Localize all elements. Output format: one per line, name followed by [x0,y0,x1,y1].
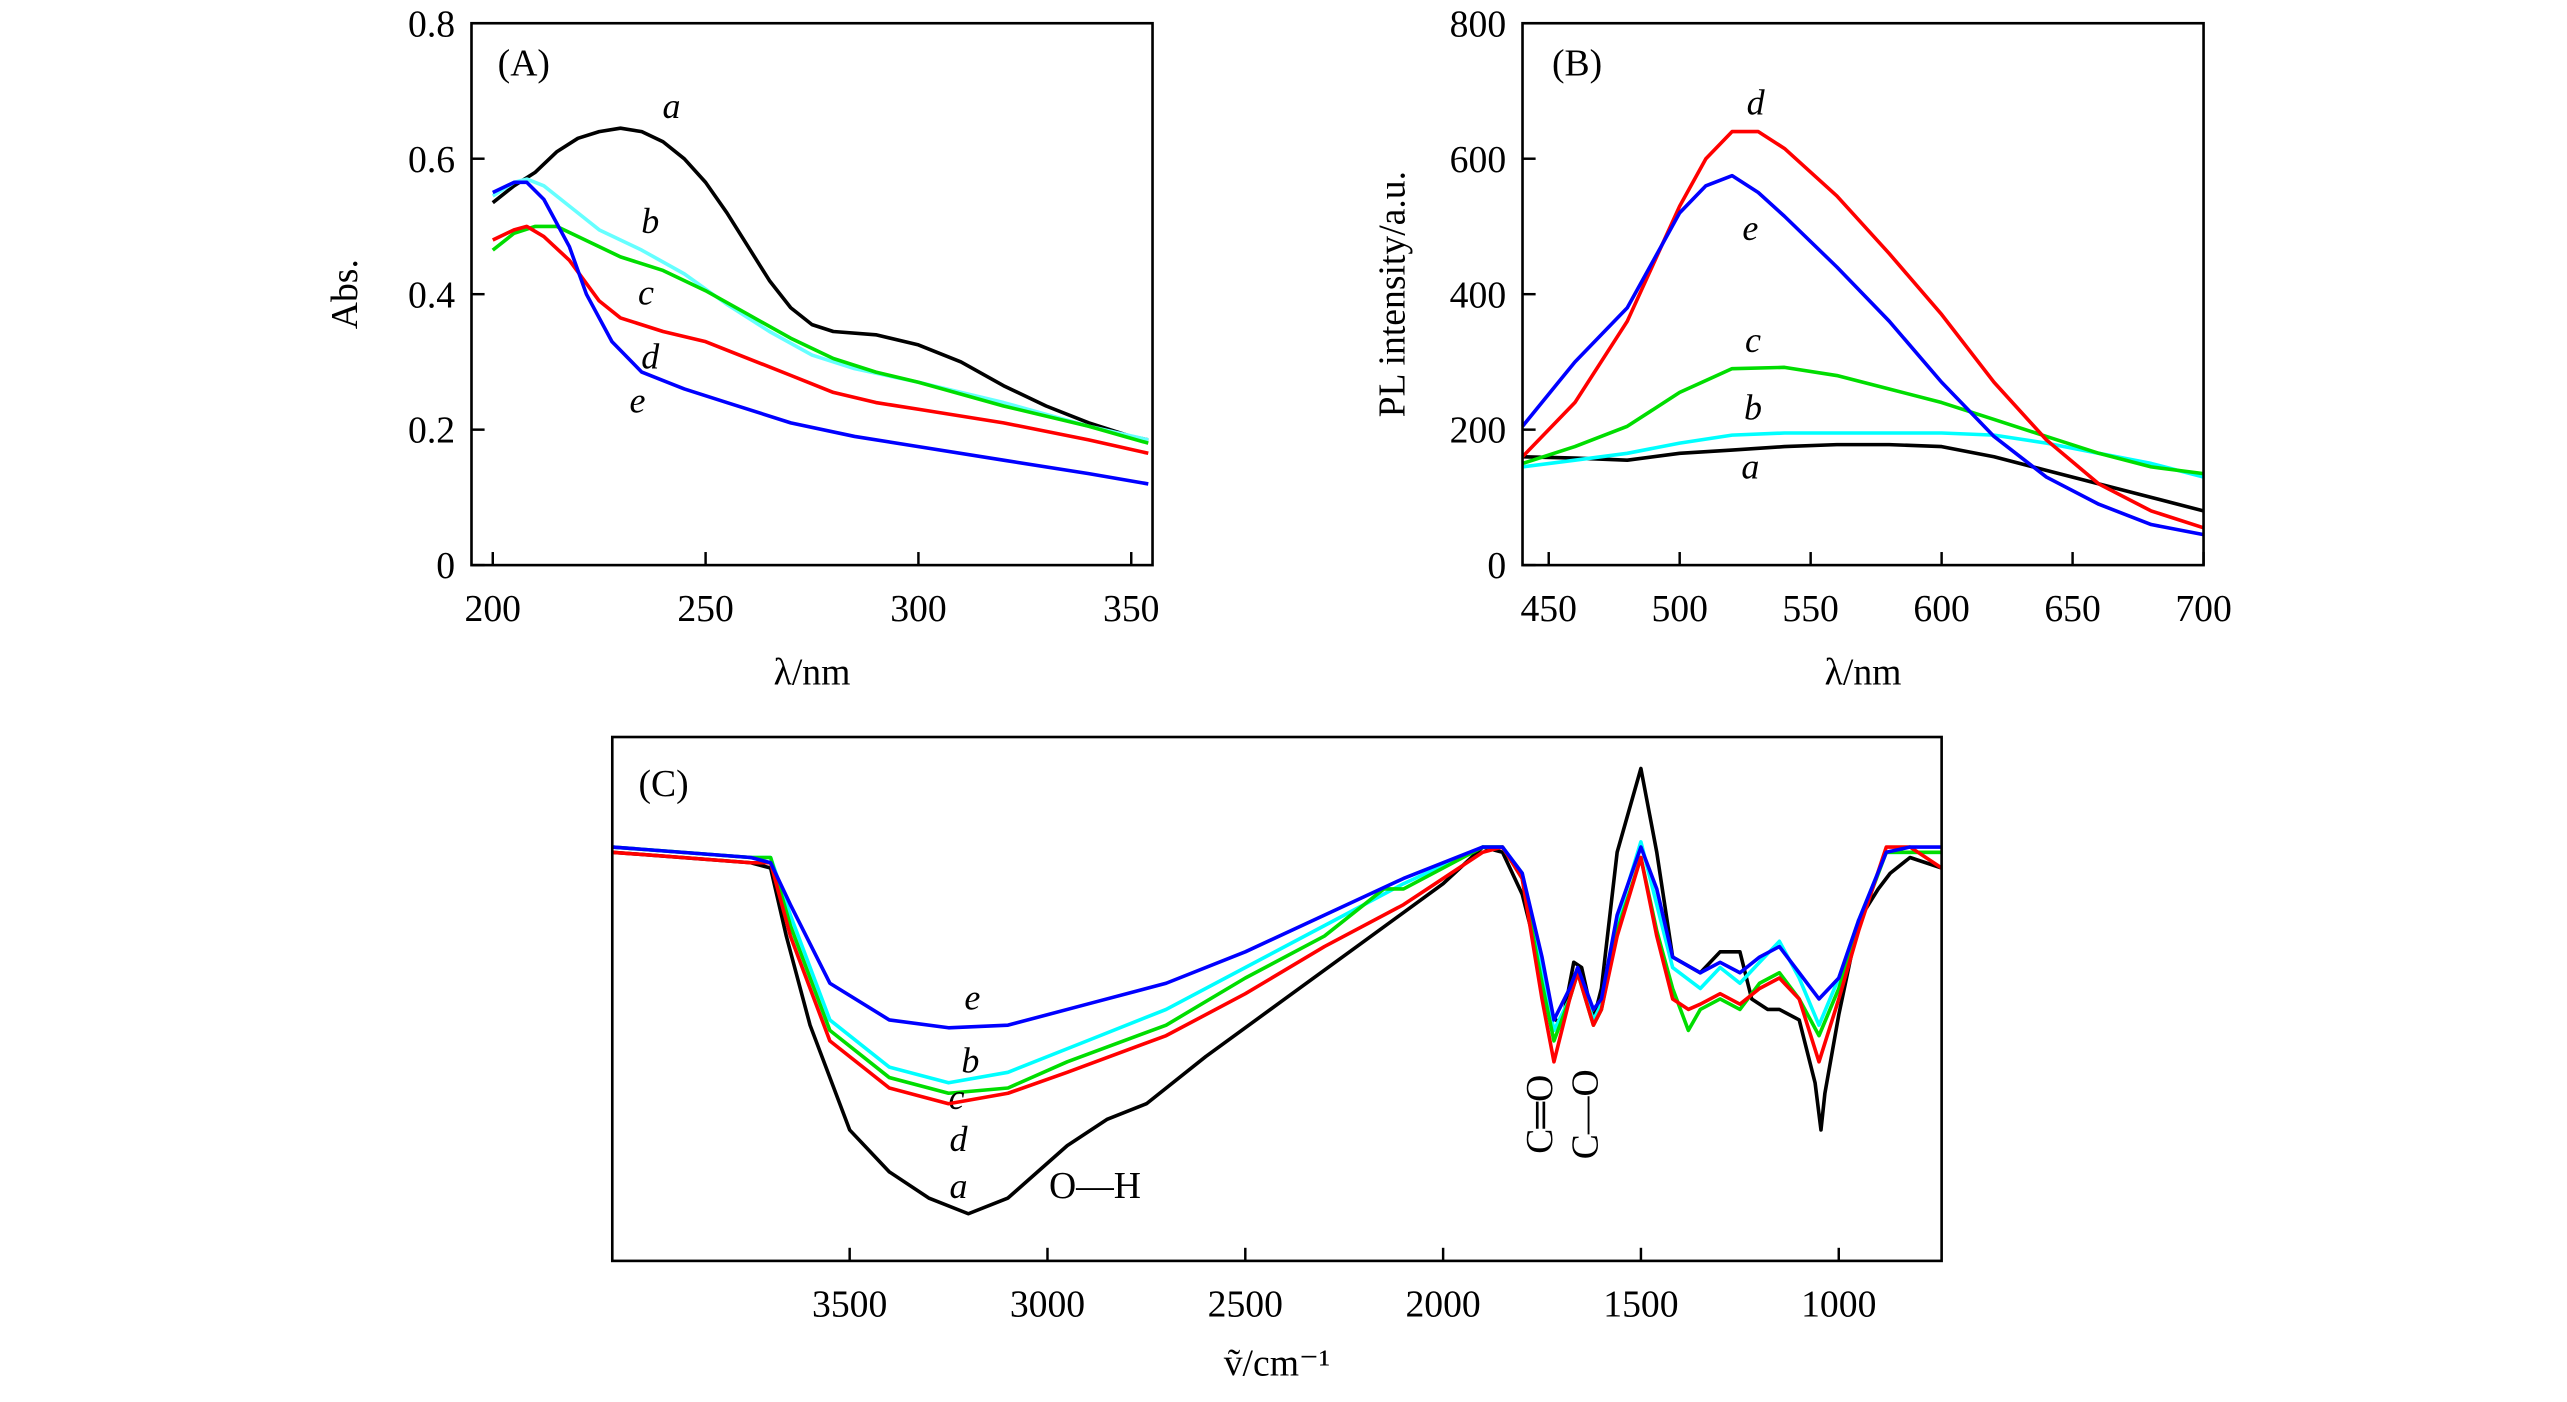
x-axis-label: λ/nm [774,652,851,694]
series-label-e: e [964,977,980,1017]
series-line-c [1521,365,2204,476]
series-label-d: d [1747,83,1766,123]
series-line-a [491,126,1149,442]
series-line-b [491,177,1149,442]
x-tick-label: 2000 [1405,1284,1480,1326]
x-tick-label: 300 [890,588,946,630]
x-tick-label: 3000 [1010,1284,1085,1326]
x-tick-label: 700 [2175,588,2231,630]
y-axis-label: PL intensity/a.u. [1372,171,1414,417]
panel-c-ftir-chart: a bcd e 3500 3000 2500 2000 1500 1000 ṽ/cm⁻¹ (C) O—… [610,735,1943,1384]
panel-label: (A) [498,43,550,85]
series-label-e: e [1742,208,1758,248]
series-line-d [491,224,1149,456]
x-tick-label: 1000 [1801,1284,1876,1326]
series-label-d: d [641,337,660,377]
series-label-a: a [663,86,681,126]
series-line-d [612,845,1943,1106]
x-tick-label: 500 [1651,588,1707,630]
x-tick-label: 200 [465,588,521,630]
annotation-label: C═O [1519,1075,1561,1154]
x-tick-label: 550 [1782,588,1838,630]
series-line-a [1522,442,2205,513]
y-tick-label: 400 [1450,274,1506,316]
plot-frame [470,21,1154,567]
x-tick-label: 250 [677,588,733,630]
x-tick-label: 450 [1520,588,1576,630]
x-tick-label: 600 [1913,588,1969,630]
panel-b-pl-chart: abc d e 450 500 550 600 650 700 0 200 400 600 800 PL i… [1372,3,2232,693]
series-label-a: a [1741,446,1759,486]
x-tick-label: 350 [1103,588,1159,630]
annotation-label: O—H [1049,1165,1141,1207]
annotation-label: C—O [1564,1069,1606,1159]
series-label-a: a [949,1166,967,1206]
series-label-c: c [1745,320,1761,360]
series-label-b: b [641,201,659,241]
series-label-d: d [949,1119,968,1159]
x-axis-label: ṽ/cm⁻¹ [1224,1342,1330,1384]
y-tick-label: 800 [1450,3,1506,45]
y-tick-label: 0 [1487,545,1506,587]
series-label-c: c [638,272,654,312]
x-tick-label: 3500 [812,1284,887,1326]
y-tick-label: 0.2 [408,410,455,452]
series-line-e [491,180,1149,486]
y-tick-label: 0 [436,545,455,587]
y-tick-label: 200 [1450,410,1506,452]
series-label-e: e [630,381,646,421]
y-tick-label: 600 [1450,139,1506,181]
panel-label: (B) [1552,43,1602,85]
y-axis-label: Abs. [324,259,366,329]
y-tick-label: 0.6 [408,139,455,181]
series-label-c: c [948,1077,964,1117]
series-line-c [491,224,1149,445]
x-tick-label: 1500 [1603,1284,1678,1326]
x-axis-label: λ/nm [1825,652,1902,694]
series-label-b: b [961,1040,979,1080]
series-line-d [1521,129,2205,530]
panel-label: (C) [638,763,688,805]
y-tick-label: 0.4 [408,274,455,316]
x-tick-label: 2500 [1208,1284,1283,1326]
series-label-b: b [1744,387,1762,427]
y-tick-label: 0.8 [408,3,455,45]
series-line-e [1521,173,2204,537]
series-line-a [612,766,1943,1216]
plot-frame [610,735,1943,1263]
x-tick-label: 650 [2044,588,2100,630]
series-line-e [612,845,1942,1030]
